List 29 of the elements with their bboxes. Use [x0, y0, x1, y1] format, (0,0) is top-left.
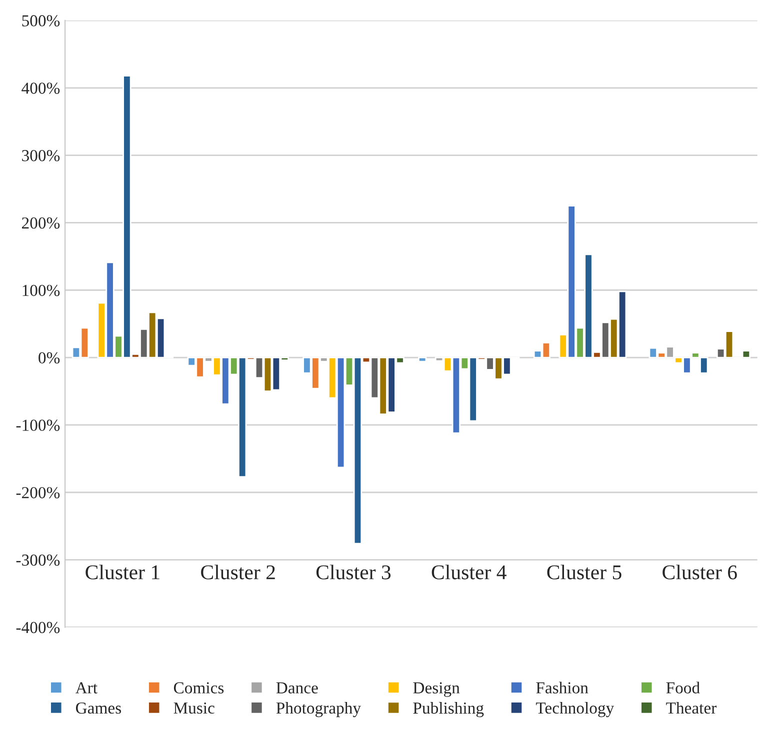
bar	[418, 356, 427, 362]
legend-label: Photography	[276, 702, 361, 718]
legend-label: Technology	[536, 702, 614, 718]
x-tick-label: Cluster 1	[86, 564, 160, 580]
x-tick-label: Cluster 5	[547, 564, 622, 580]
y-tick-label: -300%	[16, 554, 60, 566]
y-tick-label: -100%	[16, 420, 60, 431]
y-tick-label: -400%	[16, 622, 60, 634]
y-tick-label: 200%	[22, 217, 60, 229]
x-tick-label: Cluster 2	[201, 564, 275, 580]
legend-label: Publishing	[413, 702, 484, 718]
y-tick-label: 0%	[38, 352, 60, 364]
legend-label: Art	[75, 682, 98, 694]
y-tick-label: 500%	[22, 15, 60, 26]
x-tick-label: Cluster 4	[432, 564, 506, 580]
legend-label: Food	[666, 682, 700, 694]
y-tick-label: 100%	[22, 284, 60, 296]
legend-label: Games	[76, 702, 121, 714]
legend-label: Music	[174, 702, 214, 714]
legend-label: Design	[413, 682, 460, 697]
y-tick-label: -200%	[16, 487, 60, 498]
legend-label: Fashion	[536, 682, 588, 694]
legend-label: Dance	[276, 682, 318, 694]
legend-label: Comics	[174, 682, 224, 694]
y-tick-label: 400%	[22, 82, 60, 94]
x-tick-label: Cluster 3	[316, 564, 391, 580]
x-tick-label: Cluster 6	[662, 564, 737, 580]
legend-label: Theater	[666, 702, 717, 714]
y-tick-label: 300%	[22, 150, 60, 162]
